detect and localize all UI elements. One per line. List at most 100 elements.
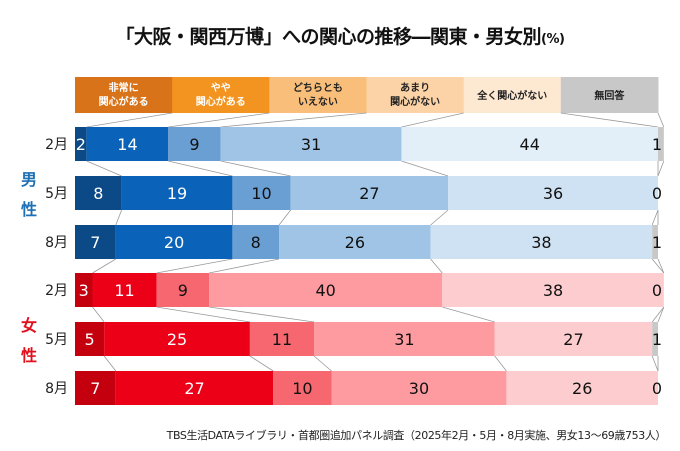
source-note: TBS生活DATAライブラリ・首都圏追加パネル調査（2025年2月・5月・8月実… xyxy=(166,429,667,442)
bar-segment xyxy=(331,371,507,405)
month-label: 2月 xyxy=(45,283,68,299)
group-label: 男 xyxy=(21,170,37,189)
connector-line xyxy=(657,306,665,323)
month-label: 2月 xyxy=(45,137,68,153)
connector-line xyxy=(278,209,292,226)
data-label: 1 xyxy=(652,330,662,349)
data-label: 36 xyxy=(543,184,563,203)
month-label: 5月 xyxy=(45,186,68,202)
connector-line xyxy=(657,112,665,128)
data-label: 0 xyxy=(652,184,662,203)
data-label: 1 xyxy=(652,135,662,154)
connector-line xyxy=(92,306,105,323)
bar-segment xyxy=(104,322,250,356)
bar-segment xyxy=(290,176,449,210)
legend-label: いえない xyxy=(298,96,338,108)
connector-line xyxy=(651,258,665,274)
data-label: 31 xyxy=(394,330,414,349)
bar-segment xyxy=(314,322,495,356)
connector-line xyxy=(86,160,122,177)
connector-line xyxy=(313,355,332,372)
bar-segment xyxy=(273,371,332,405)
legend-band-1 xyxy=(172,77,270,113)
data-label: 27 xyxy=(184,379,204,398)
chart-title: 「大阪・関西万博」への関心の推移―関東・男女別(%) xyxy=(0,22,680,49)
data-label: 9 xyxy=(189,135,199,154)
group-label: 性 xyxy=(21,200,37,219)
connector-line xyxy=(401,112,464,128)
data-label: 5 xyxy=(84,330,94,349)
bar-segment xyxy=(168,127,221,161)
connector-line xyxy=(651,355,659,372)
data-label: 0 xyxy=(652,379,662,398)
bar-segment xyxy=(209,273,443,307)
legend-band-4 xyxy=(463,77,562,113)
data-label: 44 xyxy=(520,135,540,154)
legend-label: 関心がある xyxy=(196,95,246,108)
data-label: 20 xyxy=(164,233,184,252)
connector-line xyxy=(115,209,123,226)
bar-segment xyxy=(75,322,105,356)
connector-line xyxy=(168,112,270,128)
data-label: 25 xyxy=(167,330,187,349)
connector-line xyxy=(560,112,659,128)
bar-segment xyxy=(75,127,87,161)
data-label: 7 xyxy=(90,233,100,252)
connector-line xyxy=(92,258,117,274)
bar-segment xyxy=(75,273,93,307)
connector-line xyxy=(103,355,117,372)
bar-segment xyxy=(92,273,157,307)
bar-segment xyxy=(506,371,658,405)
data-label: 11 xyxy=(272,330,292,349)
connector-line xyxy=(651,209,659,226)
legend-band-5 xyxy=(560,77,659,113)
month-label: 8月 xyxy=(45,235,68,251)
connector-line xyxy=(209,306,315,323)
data-label: 1 xyxy=(652,233,662,252)
connector-line xyxy=(86,112,173,128)
data-label: 38 xyxy=(531,233,551,252)
bar-segment xyxy=(494,322,653,356)
bar-segment xyxy=(75,176,122,210)
data-label: 9 xyxy=(178,281,188,300)
connector-line xyxy=(249,355,274,372)
data-label: 10 xyxy=(251,184,271,203)
data-label: 27 xyxy=(563,330,583,349)
bar-segment xyxy=(652,225,658,259)
bar-segment xyxy=(220,127,402,161)
legend-band-0 xyxy=(75,77,173,113)
data-label: 11 xyxy=(114,281,134,300)
data-label: 2 xyxy=(76,135,86,154)
data-label: 40 xyxy=(316,281,336,300)
bar-segment xyxy=(156,273,210,307)
legend-label: 関心がある xyxy=(99,95,149,108)
data-label: 8 xyxy=(93,184,103,203)
data-label: 38 xyxy=(543,281,563,300)
data-label: 26 xyxy=(345,233,365,252)
connector-line xyxy=(156,306,250,323)
connector-line xyxy=(168,160,233,177)
data-label: 19 xyxy=(167,184,187,203)
connector-line xyxy=(442,306,495,323)
bar-segment xyxy=(232,176,291,210)
bar-segment xyxy=(232,225,280,259)
legend-label: 非常に xyxy=(109,81,139,94)
bar-segment xyxy=(115,371,274,405)
bar-segment xyxy=(401,127,658,161)
connector-line xyxy=(209,258,280,274)
chart-unit: (%) xyxy=(541,32,565,47)
connector-line xyxy=(401,160,449,177)
data-label: 3 xyxy=(79,281,89,300)
legend-band-3 xyxy=(366,77,465,113)
bar-segment xyxy=(249,322,315,356)
data-label: 26 xyxy=(572,379,592,398)
data-label: 30 xyxy=(409,379,429,398)
legend-label: やや xyxy=(211,82,231,94)
bar-segment xyxy=(442,273,664,307)
connector-line xyxy=(156,258,233,274)
legend-label: 全く関心がない xyxy=(476,89,547,102)
data-label: 10 xyxy=(292,379,312,398)
connector-line xyxy=(657,258,665,274)
bar-segment xyxy=(658,127,664,161)
